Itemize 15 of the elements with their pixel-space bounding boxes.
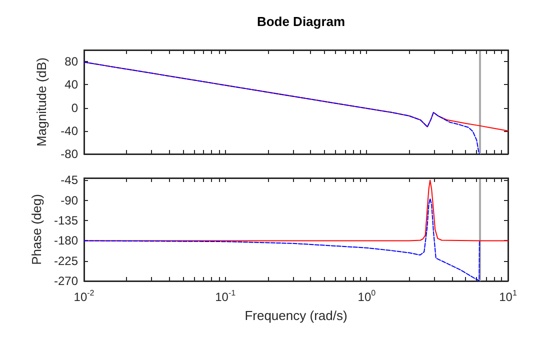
- y-tick-label: -90: [60, 193, 78, 208]
- y-tick-label: 80: [64, 54, 78, 69]
- y-tick-label: -270: [54, 274, 78, 288]
- y-axis-title: Magnitude (dB): [34, 58, 49, 146]
- y-tick-label: -135: [54, 214, 78, 228]
- y-tick-label: -45: [60, 173, 78, 188]
- y-tick-label: 0: [71, 100, 78, 115]
- x-axis-title: Frequency (rad/s): [244, 308, 348, 323]
- y-tick-label: -40: [60, 124, 78, 138]
- y-tick-label: -225: [54, 254, 78, 268]
- chart-title: Bode Diagram: [256, 14, 346, 29]
- y-tick-label: -180: [54, 234, 78, 248]
- y-tick-label: -80: [60, 147, 78, 161]
- y-tick-label: 40: [64, 78, 78, 92]
- y-axis-title: Phase (deg): [29, 194, 44, 265]
